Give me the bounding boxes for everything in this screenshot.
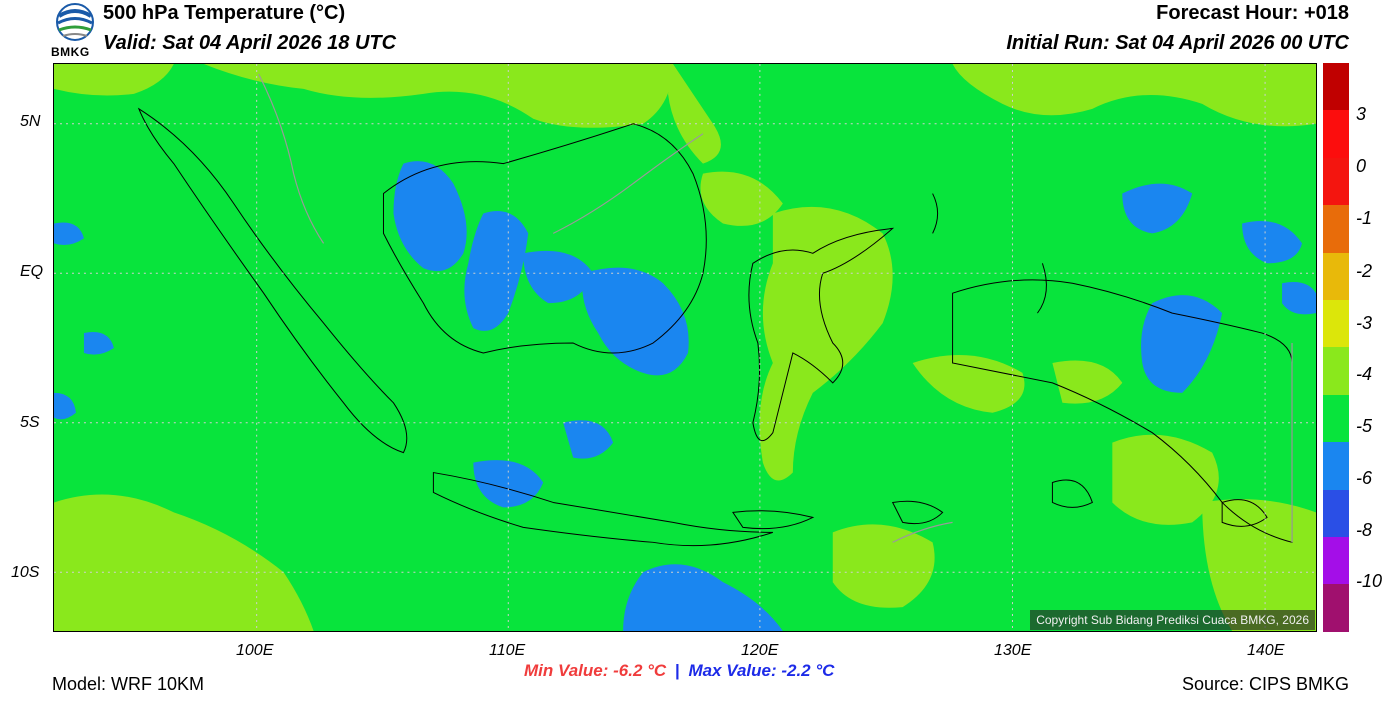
copyright-notice: Copyright Sub Bidang Prediksi Cuaca BMKG… <box>1030 610 1315 630</box>
colorbar-label: -8 <box>1356 520 1373 540</box>
minmax-separator: | <box>674 661 680 680</box>
colorbar-swatch <box>1323 110 1349 158</box>
borders <box>258 73 1293 543</box>
bmkg-logo-emblem-icon <box>56 3 94 41</box>
color-legend <box>1323 63 1349 632</box>
colorbar-label: -1 <box>1356 208 1373 228</box>
colorbar-swatch <box>1323 442 1349 490</box>
model-info: Model: WRF 10KM <box>52 674 205 694</box>
source-info: Source: CIPS BMKG <box>1181 674 1349 694</box>
lon-label-140e: 140E <box>1247 642 1285 659</box>
lon-label-100e: 100E <box>236 642 274 659</box>
min-value: Min Value: -6.2 °C <box>524 661 667 680</box>
map-title: 500 hPa Temperature (°C) <box>103 2 346 24</box>
colorbar-swatch <box>1323 252 1349 301</box>
bmkg-logo: BMKG <box>51 2 99 60</box>
colorbar-swatch <box>1323 489 1349 538</box>
colorbar-label: 3 <box>1356 104 1367 124</box>
colorbar-label: -10 <box>1356 571 1383 591</box>
forecast-hour: Forecast Hour: +018 <box>1156 2 1349 24</box>
coastlines <box>137 107 1293 547</box>
colorbar-swatch <box>1323 584 1349 632</box>
colorbar-label: -5 <box>1356 416 1373 436</box>
colorbar-label: -2 <box>1356 261 1373 281</box>
valid-time: Valid: Sat 04 April 2026 18 UTC <box>103 32 397 54</box>
lon-label-120e: 120E <box>741 642 779 659</box>
colorbar-label: 0 <box>1356 156 1367 176</box>
colorbar-swatch <box>1323 63 1349 111</box>
min-max-readout: Min Value: -6.2 °C | Max Value: -2.2 °C <box>524 661 834 681</box>
lat-label-eq: EQ <box>20 263 44 280</box>
temperature-map[interactable]: Copyright Sub Bidang Prediksi Cuaca BMKG… <box>53 63 1317 632</box>
lon-label-110e: 110E <box>489 642 526 659</box>
colorbar-label: -6 <box>1356 468 1373 488</box>
colorbar-swatch <box>1323 537 1349 585</box>
lat-label-5s: 5S <box>20 414 40 431</box>
max-value: Max Value: -2.2 °C <box>688 661 835 680</box>
graticule <box>54 64 1316 631</box>
colorbar-swatch <box>1323 157 1349 206</box>
colorbar-swatch <box>1323 300 1349 348</box>
cool-zones <box>54 161 1316 631</box>
colorbar-label: -3 <box>1356 313 1373 333</box>
initial-run: Initial Run: Sat 04 April 2026 00 UTC <box>1006 32 1349 54</box>
colorbar-swatch <box>1323 205 1349 253</box>
lat-label-5n: 5N <box>20 113 41 130</box>
lat-label-10s: 10S <box>11 564 40 581</box>
colorbar-label: -4 <box>1356 364 1373 384</box>
lon-label-130e: 130E <box>994 642 1032 659</box>
colorbar-swatch <box>1323 394 1349 443</box>
warm-zones <box>54 64 1316 631</box>
colorbar-swatch <box>1323 347 1349 395</box>
bmkg-logo-text: BMKG <box>51 45 90 59</box>
